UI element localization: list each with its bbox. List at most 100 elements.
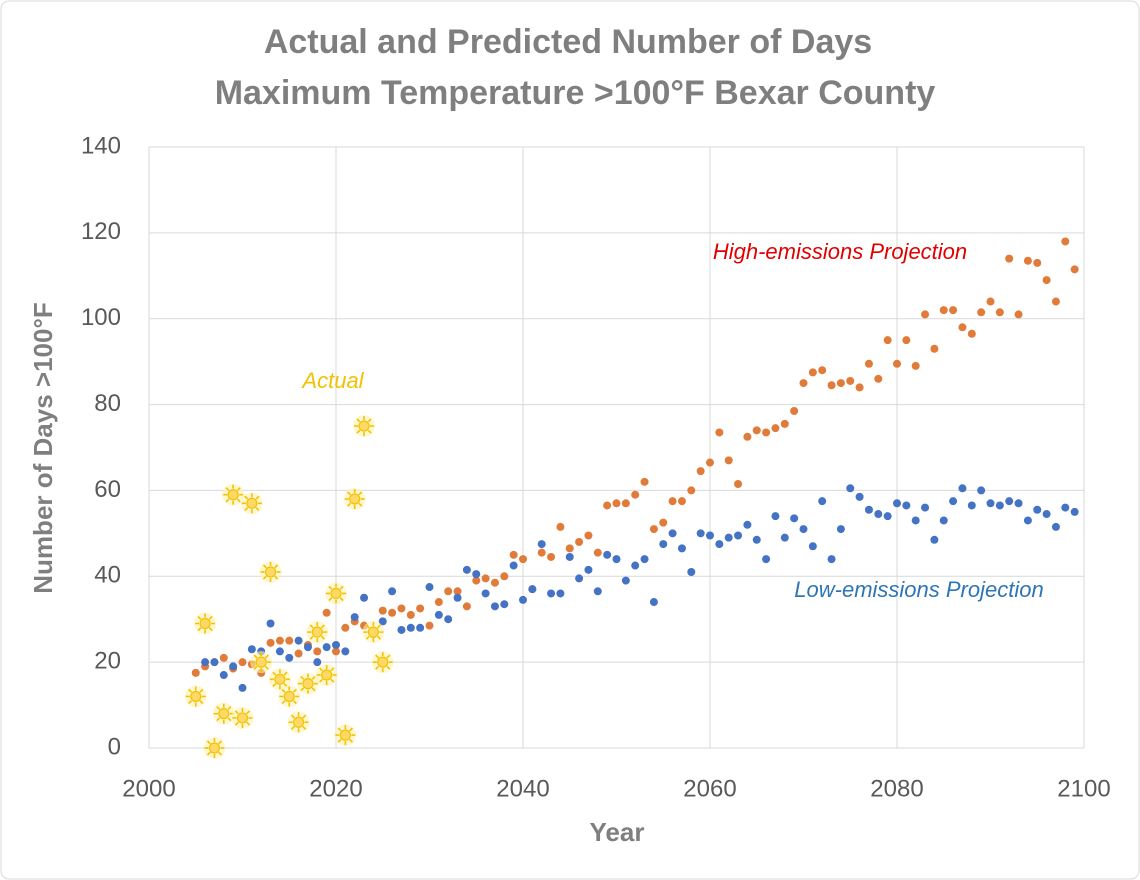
- point: [771, 512, 780, 521]
- point: [481, 589, 490, 598]
- point: [434, 610, 443, 619]
- y-axis-label: Number of Days >100°F: [28, 302, 58, 593]
- point: [1070, 507, 1079, 516]
- x-tick-label: 2020: [309, 775, 362, 802]
- point: [425, 583, 434, 592]
- point: [818, 497, 827, 506]
- point: [986, 499, 995, 508]
- point: [332, 647, 340, 656]
- point: [191, 668, 200, 677]
- point: [519, 595, 527, 604]
- point: [490, 602, 499, 611]
- point: [490, 578, 499, 587]
- series-annotation: Actual: [300, 368, 364, 393]
- point: [360, 593, 369, 602]
- point: [939, 516, 948, 525]
- point: [397, 604, 406, 613]
- point: [911, 516, 920, 525]
- x-tick-label: 2060: [683, 775, 736, 802]
- plot: [184, 237, 1079, 759]
- point: [575, 574, 584, 583]
- sun-marker: [203, 737, 226, 759]
- point: [266, 619, 275, 628]
- point: [930, 535, 939, 544]
- point: [275, 647, 284, 656]
- point: [565, 552, 574, 561]
- grid: [148, 146, 1085, 749]
- point: [584, 565, 593, 574]
- point: [902, 501, 911, 510]
- point: [621, 576, 630, 585]
- point: [659, 540, 668, 549]
- point: [275, 636, 284, 645]
- point: [631, 490, 640, 499]
- point: [332, 640, 340, 649]
- point: [790, 407, 799, 416]
- point: [528, 585, 537, 594]
- point: [565, 544, 574, 553]
- point: [537, 540, 546, 549]
- point: [930, 344, 939, 353]
- point: [752, 535, 761, 544]
- point: [603, 501, 612, 510]
- point: [808, 542, 817, 551]
- series-annotation: Low-emissions Projection: [794, 577, 1043, 602]
- sun-marker: [184, 685, 207, 708]
- point: [874, 374, 883, 383]
- point: [687, 486, 696, 495]
- point: [827, 555, 836, 564]
- point: [939, 306, 948, 315]
- point: [1051, 297, 1060, 306]
- point: [883, 336, 892, 345]
- point: [238, 658, 247, 667]
- sun-marker: [259, 560, 282, 583]
- point: [1005, 497, 1014, 506]
- point: [1033, 258, 1042, 267]
- point: [444, 587, 453, 596]
- point: [1014, 310, 1023, 319]
- point: [593, 548, 602, 557]
- point: [584, 531, 593, 540]
- point: [640, 477, 649, 486]
- x-tick-label: 2100: [1057, 775, 1110, 802]
- point: [752, 426, 761, 435]
- point: [771, 424, 780, 433]
- point: [453, 587, 462, 596]
- point: [500, 572, 509, 581]
- point: [201, 658, 210, 667]
- point: [967, 501, 976, 510]
- sun-marker: [231, 706, 254, 729]
- point: [696, 467, 705, 476]
- point: [762, 555, 771, 564]
- point: [995, 308, 1004, 317]
- sun-marker: [278, 685, 301, 708]
- point: [967, 329, 976, 338]
- point: [958, 484, 967, 493]
- point: [715, 540, 724, 549]
- point: [864, 505, 873, 514]
- point: [406, 610, 415, 619]
- point: [1042, 510, 1051, 519]
- point: [416, 623, 425, 632]
- point: [294, 636, 303, 645]
- point: [453, 593, 462, 602]
- point: [247, 645, 256, 654]
- point: [893, 499, 901, 508]
- y-tick-label: 140: [81, 132, 121, 159]
- point: [313, 658, 322, 667]
- point: [986, 297, 995, 306]
- sun-marker: [250, 651, 273, 674]
- chart-subtitle: Maximum Temperature >100°F Bexar County: [215, 74, 936, 112]
- point: [593, 587, 602, 596]
- point: [631, 561, 640, 570]
- point: [462, 602, 471, 611]
- point: [350, 613, 359, 622]
- point: [1014, 499, 1023, 508]
- point: [434, 598, 443, 607]
- point: [995, 501, 1004, 510]
- y-tick-label: 80: [94, 390, 121, 417]
- point: [612, 555, 621, 564]
- point: [799, 379, 808, 388]
- sun-marker: [240, 492, 263, 515]
